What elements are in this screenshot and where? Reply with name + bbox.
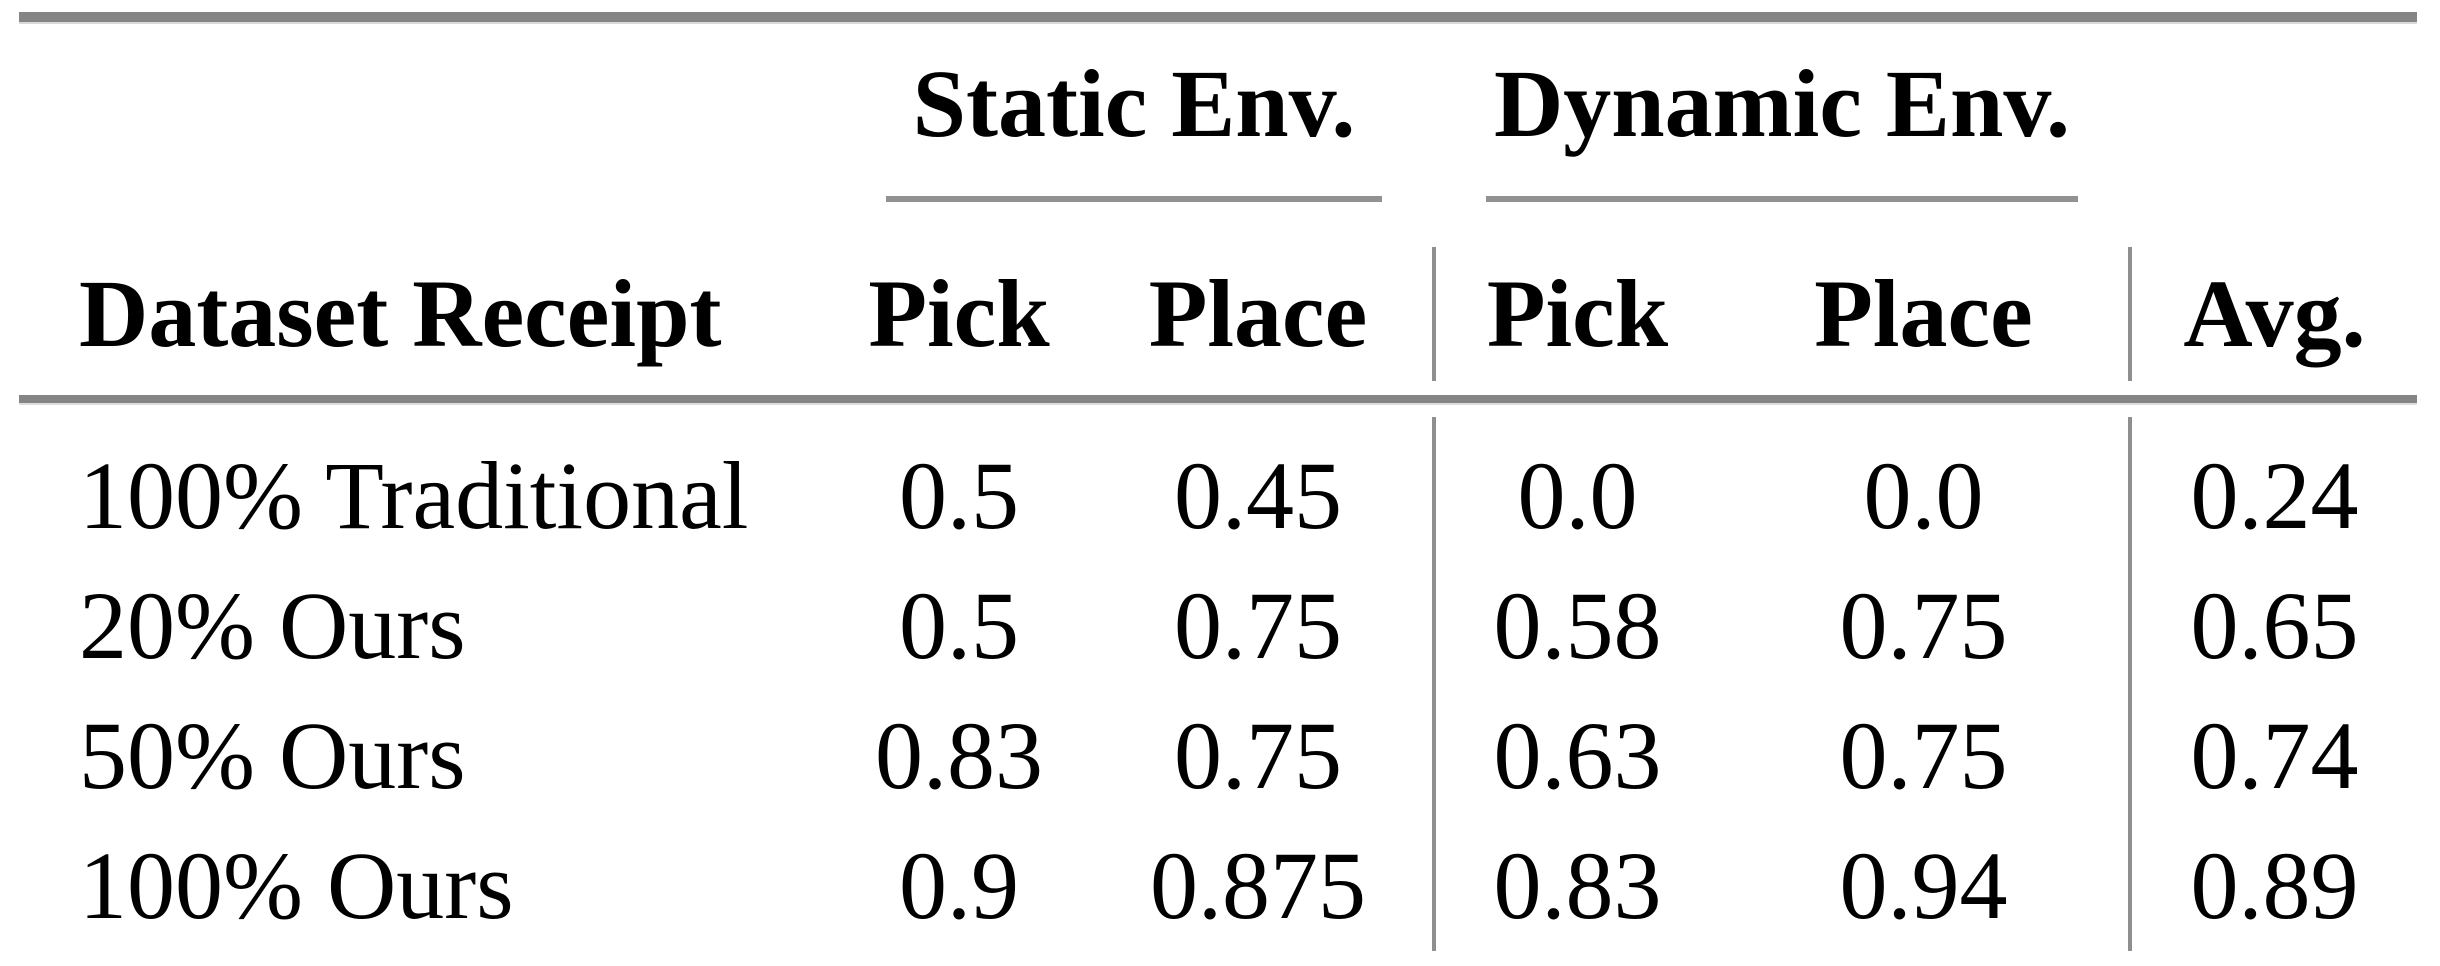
cell-static-place: 0.45 (1084, 417, 1436, 561)
cell-static-pick: 0.83 (875, 702, 1043, 810)
row-label: 20% Ours (79, 572, 466, 680)
row-label: 100% Traditional (79, 442, 749, 550)
header-static-pick: Pick (868, 260, 1050, 368)
cell-static-place: 0.875 (1084, 821, 1436, 951)
cell-static-place: 0.75 (1084, 561, 1436, 691)
dynamic-cmidrule (1486, 195, 2078, 202)
header-static-place: Place (1084, 247, 1436, 381)
header-dataset-receipt: Dataset Receipt (79, 260, 722, 368)
mid-rule (19, 395, 2417, 403)
cell-dynamic-pick: 0.58 (1493, 572, 1662, 680)
cell-avg: 0.24 (2190, 442, 2359, 550)
cell-static-pick: 0.5 (899, 442, 1019, 550)
top-rule-row (19, 12, 2417, 22)
cell-static-pick: 0.5 (899, 572, 1019, 680)
group-header-avg-empty-cell (2130, 22, 2417, 247)
cell-dynamic-pick: 0.63 (1493, 702, 1662, 810)
cell-dynamic-pick: 0.83 (1493, 832, 1662, 940)
top-rule (19, 12, 2417, 22)
group-header-row: Static Env. Dynamic Env. (19, 22, 2417, 247)
header-avg: Avg. (2183, 260, 2366, 368)
table-row: 50% Ours 0.83 0.75 0.63 0.75 0.74 (19, 691, 2417, 821)
cell-dynamic-place: 0.0 (1719, 417, 2132, 561)
cell-static-pick: 0.9 (899, 832, 1019, 940)
cell-dynamic-place: 0.75 (1719, 691, 2132, 821)
table-row: 100% Traditional 0.5 0.45 0.0 0.0 0.24 (19, 417, 2417, 561)
cell-avg: 0.74 (2190, 702, 2359, 810)
cell-dynamic-place: 0.75 (1719, 561, 2132, 691)
bottom-rule-row (19, 951, 2417, 966)
header-dynamic-pick: Pick (1486, 260, 1669, 368)
group-header-dynamic-cell: Dynamic Env. (1434, 22, 2130, 247)
group-header-static-label: Static Env. (912, 50, 1356, 157)
cell-dynamic-place: 0.94 (1719, 821, 2132, 951)
cell-avg: 0.65 (2190, 572, 2359, 680)
table-row: 20% Ours 0.5 0.75 0.58 0.75 0.65 (19, 561, 2417, 691)
cell-avg: 0.89 (2190, 832, 2359, 940)
group-header-static-cell: Static Env. (834, 22, 1434, 247)
cell-dynamic-pick: 0.0 (1517, 442, 1638, 550)
cell-static-place: 0.75 (1084, 691, 1436, 821)
column-header-row: Dataset Receipt Pick Place Pick Place Av… (19, 247, 2417, 381)
mid-rule-row (19, 381, 2417, 417)
row-label: 50% Ours (79, 702, 466, 810)
group-header-empty-cell (19, 22, 834, 247)
table-row: 100% Ours 0.9 0.875 0.83 0.94 0.89 (19, 821, 2417, 951)
group-header-dynamic-label: Dynamic Env. (1493, 50, 2071, 157)
header-dynamic-place: Place (1719, 247, 2132, 381)
static-cmidrule (886, 195, 1382, 202)
results-table: Static Env. Dynamic Env. Dataset Receipt… (19, 12, 2417, 966)
row-label: 100% Ours (79, 832, 514, 940)
